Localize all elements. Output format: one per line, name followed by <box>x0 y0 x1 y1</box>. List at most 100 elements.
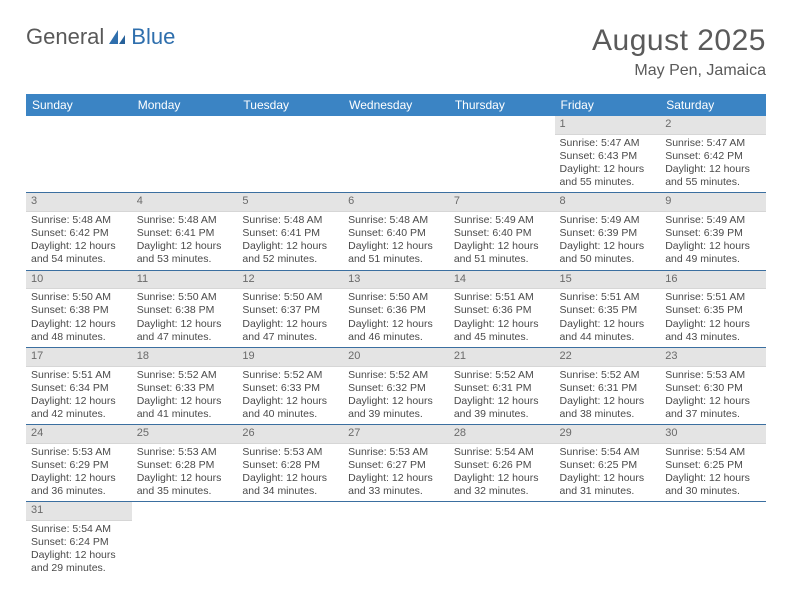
sunrise-text: Sunrise: 5:54 AM <box>31 523 127 536</box>
daylight-text: Daylight: 12 hours and 33 minutes. <box>348 472 444 498</box>
sunset-text: Sunset: 6:39 PM <box>665 227 761 240</box>
sunset-text: Sunset: 6:35 PM <box>560 304 656 317</box>
sunrise-text: Sunrise: 5:50 AM <box>137 291 233 304</box>
calendar-day-empty <box>132 116 238 193</box>
calendar-day: 20Sunrise: 5:52 AMSunset: 6:32 PMDayligh… <box>343 347 449 424</box>
calendar-week: 1Sunrise: 5:47 AMSunset: 6:43 PMDaylight… <box>26 116 766 193</box>
weekday-header: Friday <box>555 94 661 116</box>
sunset-text: Sunset: 6:36 PM <box>454 304 550 317</box>
day-body: Sunrise: 5:51 AMSunset: 6:35 PMDaylight:… <box>555 289 661 347</box>
sunset-text: Sunset: 6:41 PM <box>137 227 233 240</box>
day-number: 8 <box>555 193 661 212</box>
daylight-text: Daylight: 12 hours and 51 minutes. <box>454 240 550 266</box>
sunrise-text: Sunrise: 5:52 AM <box>348 369 444 382</box>
day-body: Sunrise: 5:49 AMSunset: 6:39 PMDaylight:… <box>660 212 766 270</box>
sunrise-text: Sunrise: 5:52 AM <box>242 369 338 382</box>
sunrise-text: Sunrise: 5:48 AM <box>348 214 444 227</box>
calendar-day: 30Sunrise: 5:54 AMSunset: 6:25 PMDayligh… <box>660 425 766 502</box>
calendar-day: 5Sunrise: 5:48 AMSunset: 6:41 PMDaylight… <box>237 193 343 270</box>
daylight-text: Daylight: 12 hours and 40 minutes. <box>242 395 338 421</box>
sunset-text: Sunset: 6:26 PM <box>454 459 550 472</box>
sunset-text: Sunset: 6:27 PM <box>348 459 444 472</box>
sunset-text: Sunset: 6:29 PM <box>31 459 127 472</box>
sunset-text: Sunset: 6:33 PM <box>137 382 233 395</box>
sunrise-text: Sunrise: 5:53 AM <box>242 446 338 459</box>
sunset-text: Sunset: 6:32 PM <box>348 382 444 395</box>
calendar-day: 21Sunrise: 5:52 AMSunset: 6:31 PMDayligh… <box>449 347 555 424</box>
weekday-header: Saturday <box>660 94 766 116</box>
sunrise-text: Sunrise: 5:48 AM <box>31 214 127 227</box>
day-body: Sunrise: 5:50 AMSunset: 6:37 PMDaylight:… <box>237 289 343 347</box>
daylight-text: Daylight: 12 hours and 43 minutes. <box>665 318 761 344</box>
logo-text-general: General <box>26 24 104 50</box>
day-body: Sunrise: 5:47 AMSunset: 6:42 PMDaylight:… <box>660 135 766 193</box>
day-number: 21 <box>449 348 555 367</box>
sunrise-text: Sunrise: 5:47 AM <box>560 137 656 150</box>
weekday-header: Monday <box>132 94 238 116</box>
daylight-text: Daylight: 12 hours and 31 minutes. <box>560 472 656 498</box>
daylight-text: Daylight: 12 hours and 42 minutes. <box>31 395 127 421</box>
sail-icon <box>107 28 127 46</box>
daylight-text: Daylight: 12 hours and 55 minutes. <box>560 163 656 189</box>
calendar-day-empty <box>343 502 449 579</box>
calendar-day: 8Sunrise: 5:49 AMSunset: 6:39 PMDaylight… <box>555 193 661 270</box>
daylight-text: Daylight: 12 hours and 46 minutes. <box>348 318 444 344</box>
day-number: 22 <box>555 348 661 367</box>
day-body: Sunrise: 5:51 AMSunset: 6:35 PMDaylight:… <box>660 289 766 347</box>
day-body: Sunrise: 5:52 AMSunset: 6:31 PMDaylight:… <box>555 367 661 425</box>
sunset-text: Sunset: 6:40 PM <box>348 227 444 240</box>
calendar-week: 31Sunrise: 5:54 AMSunset: 6:24 PMDayligh… <box>26 502 766 579</box>
day-body: Sunrise: 5:50 AMSunset: 6:38 PMDaylight:… <box>26 289 132 347</box>
day-body: Sunrise: 5:52 AMSunset: 6:32 PMDaylight:… <box>343 367 449 425</box>
day-number: 29 <box>555 425 661 444</box>
day-body: Sunrise: 5:48 AMSunset: 6:40 PMDaylight:… <box>343 212 449 270</box>
day-number: 4 <box>132 193 238 212</box>
sunset-text: Sunset: 6:41 PM <box>242 227 338 240</box>
calendar-day-empty <box>237 502 343 579</box>
daylight-text: Daylight: 12 hours and 53 minutes. <box>137 240 233 266</box>
daylight-text: Daylight: 12 hours and 51 minutes. <box>348 240 444 266</box>
calendar-day-empty <box>449 116 555 193</box>
day-number: 31 <box>26 502 132 521</box>
day-body: Sunrise: 5:48 AMSunset: 6:41 PMDaylight:… <box>237 212 343 270</box>
calendar-day: 24Sunrise: 5:53 AMSunset: 6:29 PMDayligh… <box>26 425 132 502</box>
weekday-header: Thursday <box>449 94 555 116</box>
calendar-day: 17Sunrise: 5:51 AMSunset: 6:34 PMDayligh… <box>26 347 132 424</box>
calendar-day: 1Sunrise: 5:47 AMSunset: 6:43 PMDaylight… <box>555 116 661 193</box>
day-body: Sunrise: 5:53 AMSunset: 6:29 PMDaylight:… <box>26 444 132 502</box>
day-body: Sunrise: 5:53 AMSunset: 6:27 PMDaylight:… <box>343 444 449 502</box>
sunrise-text: Sunrise: 5:53 AM <box>31 446 127 459</box>
day-number: 15 <box>555 271 661 290</box>
sunset-text: Sunset: 6:39 PM <box>560 227 656 240</box>
day-body: Sunrise: 5:54 AMSunset: 6:26 PMDaylight:… <box>449 444 555 502</box>
day-body: Sunrise: 5:48 AMSunset: 6:41 PMDaylight:… <box>132 212 238 270</box>
sunrise-text: Sunrise: 5:49 AM <box>665 214 761 227</box>
calendar-day: 29Sunrise: 5:54 AMSunset: 6:25 PMDayligh… <box>555 425 661 502</box>
sunrise-text: Sunrise: 5:53 AM <box>665 369 761 382</box>
sunset-text: Sunset: 6:38 PM <box>137 304 233 317</box>
day-body: Sunrise: 5:54 AMSunset: 6:25 PMDaylight:… <box>660 444 766 502</box>
day-number: 27 <box>343 425 449 444</box>
daylight-text: Daylight: 12 hours and 48 minutes. <box>31 318 127 344</box>
sunrise-text: Sunrise: 5:51 AM <box>665 291 761 304</box>
calendar-day-empty <box>343 116 449 193</box>
calendar-week: 17Sunrise: 5:51 AMSunset: 6:34 PMDayligh… <box>26 347 766 424</box>
sunrise-text: Sunrise: 5:47 AM <box>665 137 761 150</box>
calendar-day: 2Sunrise: 5:47 AMSunset: 6:42 PMDaylight… <box>660 116 766 193</box>
day-number: 26 <box>237 425 343 444</box>
daylight-text: Daylight: 12 hours and 30 minutes. <box>665 472 761 498</box>
daylight-text: Daylight: 12 hours and 54 minutes. <box>31 240 127 266</box>
calendar-day-empty <box>660 502 766 579</box>
day-body: Sunrise: 5:51 AMSunset: 6:36 PMDaylight:… <box>449 289 555 347</box>
day-number: 24 <box>26 425 132 444</box>
day-number: 9 <box>660 193 766 212</box>
day-body: Sunrise: 5:54 AMSunset: 6:25 PMDaylight:… <box>555 444 661 502</box>
calendar-day: 15Sunrise: 5:51 AMSunset: 6:35 PMDayligh… <box>555 270 661 347</box>
day-number: 30 <box>660 425 766 444</box>
daylight-text: Daylight: 12 hours and 52 minutes. <box>242 240 338 266</box>
daylight-text: Daylight: 12 hours and 47 minutes. <box>137 318 233 344</box>
day-number: 25 <box>132 425 238 444</box>
day-number: 7 <box>449 193 555 212</box>
calendar-day: 3Sunrise: 5:48 AMSunset: 6:42 PMDaylight… <box>26 193 132 270</box>
calendar-day-empty <box>449 502 555 579</box>
